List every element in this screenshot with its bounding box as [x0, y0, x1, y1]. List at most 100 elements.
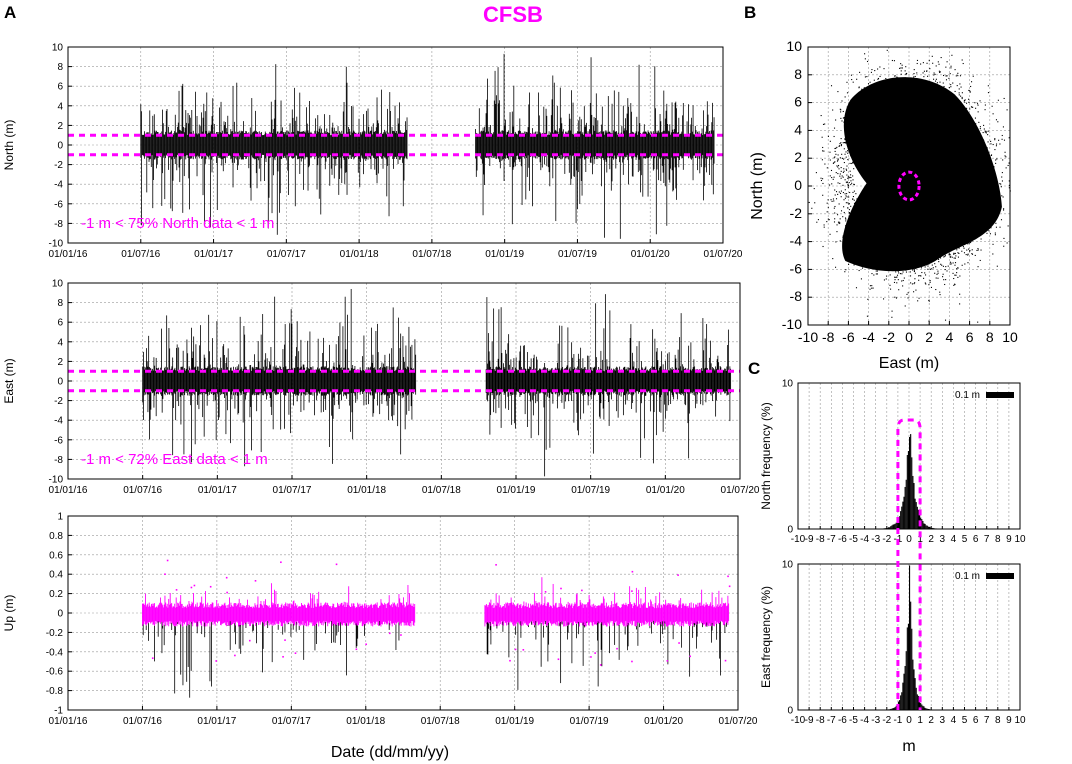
scatter-point: [970, 143, 972, 145]
outlier-point: [594, 652, 596, 654]
scatter-point: [961, 119, 963, 121]
histogram-bar: [925, 525, 927, 529]
scatter-point: [972, 121, 974, 123]
scatter-point: [873, 244, 875, 246]
scatter-point: [877, 241, 879, 243]
x-tick-label: 01/07/17: [272, 716, 311, 727]
scatter-point: [844, 225, 847, 227]
scatter-point: [887, 246, 889, 249]
scatter-point: [874, 70, 876, 72]
scatter-point: [932, 98, 934, 101]
y-tick-label: -4: [790, 233, 803, 249]
scatter-point: [900, 95, 903, 97]
scatter-point: [833, 221, 836, 223]
scatter-point: [833, 135, 835, 138]
scatter-point: [824, 163, 826, 165]
scatter-point: [969, 149, 971, 151]
scatter-point: [944, 109, 946, 111]
scatter-point: [820, 179, 823, 182]
scatter-point: [870, 115, 872, 117]
scatter-point: [942, 276, 944, 278]
scatter-point: [954, 238, 957, 240]
scatter-point: [934, 73, 936, 75]
scatter-point: [952, 272, 954, 274]
scatter-point: [882, 256, 884, 258]
scatter-point: [973, 217, 975, 219]
scatter-point: [933, 83, 935, 85]
scatter-point: [856, 104, 858, 106]
y-tick-label: -0.6: [46, 667, 64, 678]
scatter-point: [849, 176, 851, 178]
scatter-point: [822, 150, 824, 152]
scatter-point: [973, 199, 975, 201]
scatter-point: [926, 100, 928, 102]
scatter-point: [876, 263, 879, 265]
scatter-point: [847, 143, 849, 145]
scatter-point: [890, 250, 893, 253]
scatter-point: [854, 228, 856, 231]
scatter-point: [987, 208, 989, 210]
scatter-point: [861, 122, 863, 124]
scatter-point: [889, 264, 891, 266]
scatter-point: [843, 168, 845, 170]
y-axis-label: North (m): [749, 152, 766, 220]
scatter-point: [876, 270, 878, 272]
scatter-point: [952, 110, 954, 113]
scatter-point: [929, 261, 932, 263]
scatter-point: [910, 261, 912, 263]
scatter-point: [894, 247, 896, 250]
scatter-point: [962, 62, 964, 65]
scatter-point: [933, 258, 935, 261]
scatter-point: [844, 118, 846, 120]
scatter-point: [861, 234, 863, 236]
scatter-point: [894, 259, 896, 261]
scatter-point: [858, 149, 860, 151]
scatter-point: [995, 222, 997, 224]
scatter-point: [987, 171, 989, 173]
scatter-point: [981, 162, 983, 164]
scatter-point: [848, 177, 850, 179]
outlier-point: [226, 591, 228, 594]
scatter-point: [857, 98, 859, 100]
x-tick-label: 01/01/19: [497, 485, 536, 496]
scatter-point: [887, 252, 890, 254]
scatter-point: [899, 106, 901, 108]
x-axis-label: East (m): [879, 355, 939, 372]
scatter-point: [821, 136, 823, 138]
scatter-point: [839, 157, 841, 159]
y-tick-label: -10: [49, 239, 64, 250]
scatter-point: [853, 214, 855, 216]
scatter-point: [945, 250, 947, 252]
scatter-point: [885, 104, 887, 106]
x-tick-label: 01/07/19: [570, 716, 609, 727]
scatter-point: [929, 281, 931, 283]
scatter-point: [994, 138, 996, 140]
scatter-point: [866, 126, 868, 128]
scatter-point: [990, 140, 992, 142]
scatter-point: [858, 129, 860, 131]
x-tick-label: 5: [962, 534, 968, 545]
scatter-point: [940, 257, 942, 259]
scatter-point: [883, 107, 885, 109]
scatter-point: [963, 239, 965, 241]
scatter-point: [962, 224, 965, 226]
scatter-point: [959, 229, 961, 231]
scatter-point: [980, 202, 982, 204]
scatter-point: [958, 247, 960, 249]
scatter-point: [975, 195, 977, 197]
y-tick-label: 2: [57, 357, 63, 368]
scatter-point: [977, 154, 979, 156]
scatter-point: [897, 252, 899, 254]
scatter-point: [882, 243, 884, 245]
scatter-point: [994, 139, 996, 141]
scatter-point: [979, 174, 981, 176]
scatter-point: [935, 277, 937, 279]
scatter-point: [938, 261, 940, 263]
scatter-point: [951, 241, 954, 243]
scatter-point: [854, 205, 856, 207]
scatter-point: [960, 241, 962, 243]
scatter-point: [840, 177, 842, 179]
scatter-point: [870, 105, 872, 107]
scatter-point: [855, 136, 857, 138]
scatter-point: [860, 111, 863, 113]
